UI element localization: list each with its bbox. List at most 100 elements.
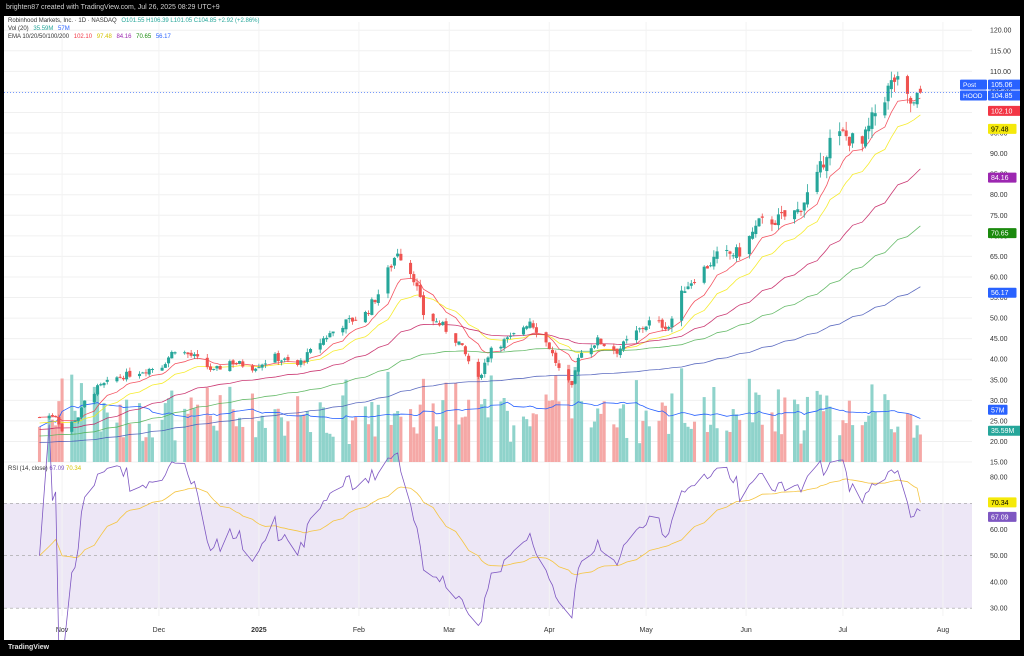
- volume-bar: [592, 421, 597, 462]
- price-badge: [988, 511, 1017, 522]
- time-tick-label: Jun: [740, 627, 751, 634]
- candle-body: [389, 265, 393, 268]
- price-badge: [988, 123, 1017, 134]
- price-badge-value: 70.65: [991, 231, 1009, 238]
- volume-bar: [276, 408, 280, 462]
- candle-body: [60, 423, 64, 432]
- volume-bar: [96, 391, 100, 462]
- volume-bar: [341, 395, 345, 462]
- candle-body: [509, 335, 513, 337]
- price-badge: [988, 497, 1017, 508]
- price-badge-value: 70.34: [991, 500, 1009, 507]
- candle-body: [321, 338, 325, 345]
- candle-body: [234, 363, 238, 365]
- volume-bar: [354, 416, 358, 462]
- volume-bar: [173, 440, 177, 462]
- price-badge-value: 84.16: [991, 175, 1009, 182]
- volume-bar: [415, 433, 419, 462]
- candle-body: [573, 370, 577, 384]
- volume-bar: [873, 411, 877, 462]
- candle-body: [189, 352, 193, 356]
- candle-body: [344, 319, 348, 330]
- candle-body: [196, 354, 200, 357]
- volume-bar: [328, 433, 332, 462]
- candle-body: [896, 76, 900, 80]
- candle-body: [531, 323, 535, 328]
- legend-ohlc: O101.55 H106.39 L101.05 C104.85 +2.92 (+…: [121, 18, 260, 24]
- volume-bar: [621, 404, 626, 462]
- volume-bar: [121, 437, 125, 462]
- candle-body: [257, 367, 261, 369]
- volume-bar: [602, 401, 606, 462]
- candle-body: [805, 192, 809, 205]
- volume-bar: [618, 408, 622, 462]
- price-badge-value: 57M: [991, 407, 1005, 414]
- candle-body: [580, 352, 584, 358]
- candle-body: [757, 218, 761, 227]
- price-badge-value: 105.06: [991, 82, 1013, 89]
- volume-bar: [128, 423, 132, 462]
- volume-bar: [318, 402, 322, 462]
- price-badge: [988, 105, 1020, 116]
- candle-body: [657, 320, 661, 322]
- candle-body: [286, 357, 290, 361]
- volume-bar: [638, 443, 642, 462]
- chart-area[interactable]: 120.00115.00110.00105.00100.0095.0090.00…: [4, 16, 1020, 640]
- candle-body: [634, 330, 638, 341]
- legend-vol-ma: 57M: [58, 26, 70, 32]
- candle-body: [918, 88, 922, 93]
- candle-body: [54, 415, 58, 417]
- candle-body: [121, 377, 125, 380]
- candle-body: [47, 415, 51, 419]
- volume-bar: [912, 437, 916, 462]
- candle-body: [231, 360, 235, 365]
- volume-bar: [751, 422, 755, 462]
- volume-bar: [163, 403, 167, 462]
- price-badge-value: 104.85: [991, 93, 1013, 100]
- volume-bar: [296, 396, 300, 462]
- price-tick-label: 60.00: [990, 274, 1008, 281]
- candle-body: [683, 291, 687, 293]
- volume-bar: [773, 431, 777, 462]
- volume-bar: [421, 378, 425, 462]
- volume-bar: [641, 420, 645, 462]
- candle-body: [299, 360, 303, 365]
- candle-body: [489, 347, 493, 359]
- candle-body: [686, 286, 690, 290]
- price-badge-tag: [960, 79, 987, 90]
- volume-bar: [596, 408, 600, 462]
- candle-body: [302, 361, 306, 363]
- volume-bar: [399, 416, 403, 462]
- candle-body: [760, 216, 764, 218]
- volume-bar: [815, 390, 819, 462]
- volume-bar: [102, 402, 106, 462]
- volume-bar: [263, 427, 267, 462]
- time-tick-label: May: [639, 627, 653, 634]
- candle-body: [893, 77, 897, 82]
- volume-bar: [454, 383, 458, 462]
- candle-body: [702, 266, 706, 283]
- price-tick-label: 15.00: [990, 460, 1008, 467]
- volume-bar: [434, 426, 438, 462]
- candle-body: [96, 385, 100, 395]
- candle-body: [728, 251, 732, 254]
- volume-bar: [137, 403, 142, 462]
- volume-bar: [489, 375, 493, 462]
- time-tick-label: Jul: [838, 627, 847, 634]
- volume-bar: [893, 432, 897, 462]
- candle-body: [576, 357, 580, 372]
- candle-body: [599, 338, 603, 345]
- candle-body: [283, 358, 287, 360]
- volume-bar: [54, 425, 58, 462]
- candle-body: [641, 328, 645, 330]
- price-badge: [988, 90, 1020, 101]
- candle-body: [725, 249, 729, 251]
- volume-bar: [754, 392, 758, 462]
- volume-bar: [170, 390, 174, 462]
- legend-ema50: 84.16: [116, 34, 132, 40]
- candle-body: [105, 379, 109, 382]
- candle-body: [150, 369, 154, 371]
- volume-bar: [780, 434, 784, 462]
- chart-svg[interactable]: 120.00115.00110.00105.00100.0095.0090.00…: [4, 16, 1020, 640]
